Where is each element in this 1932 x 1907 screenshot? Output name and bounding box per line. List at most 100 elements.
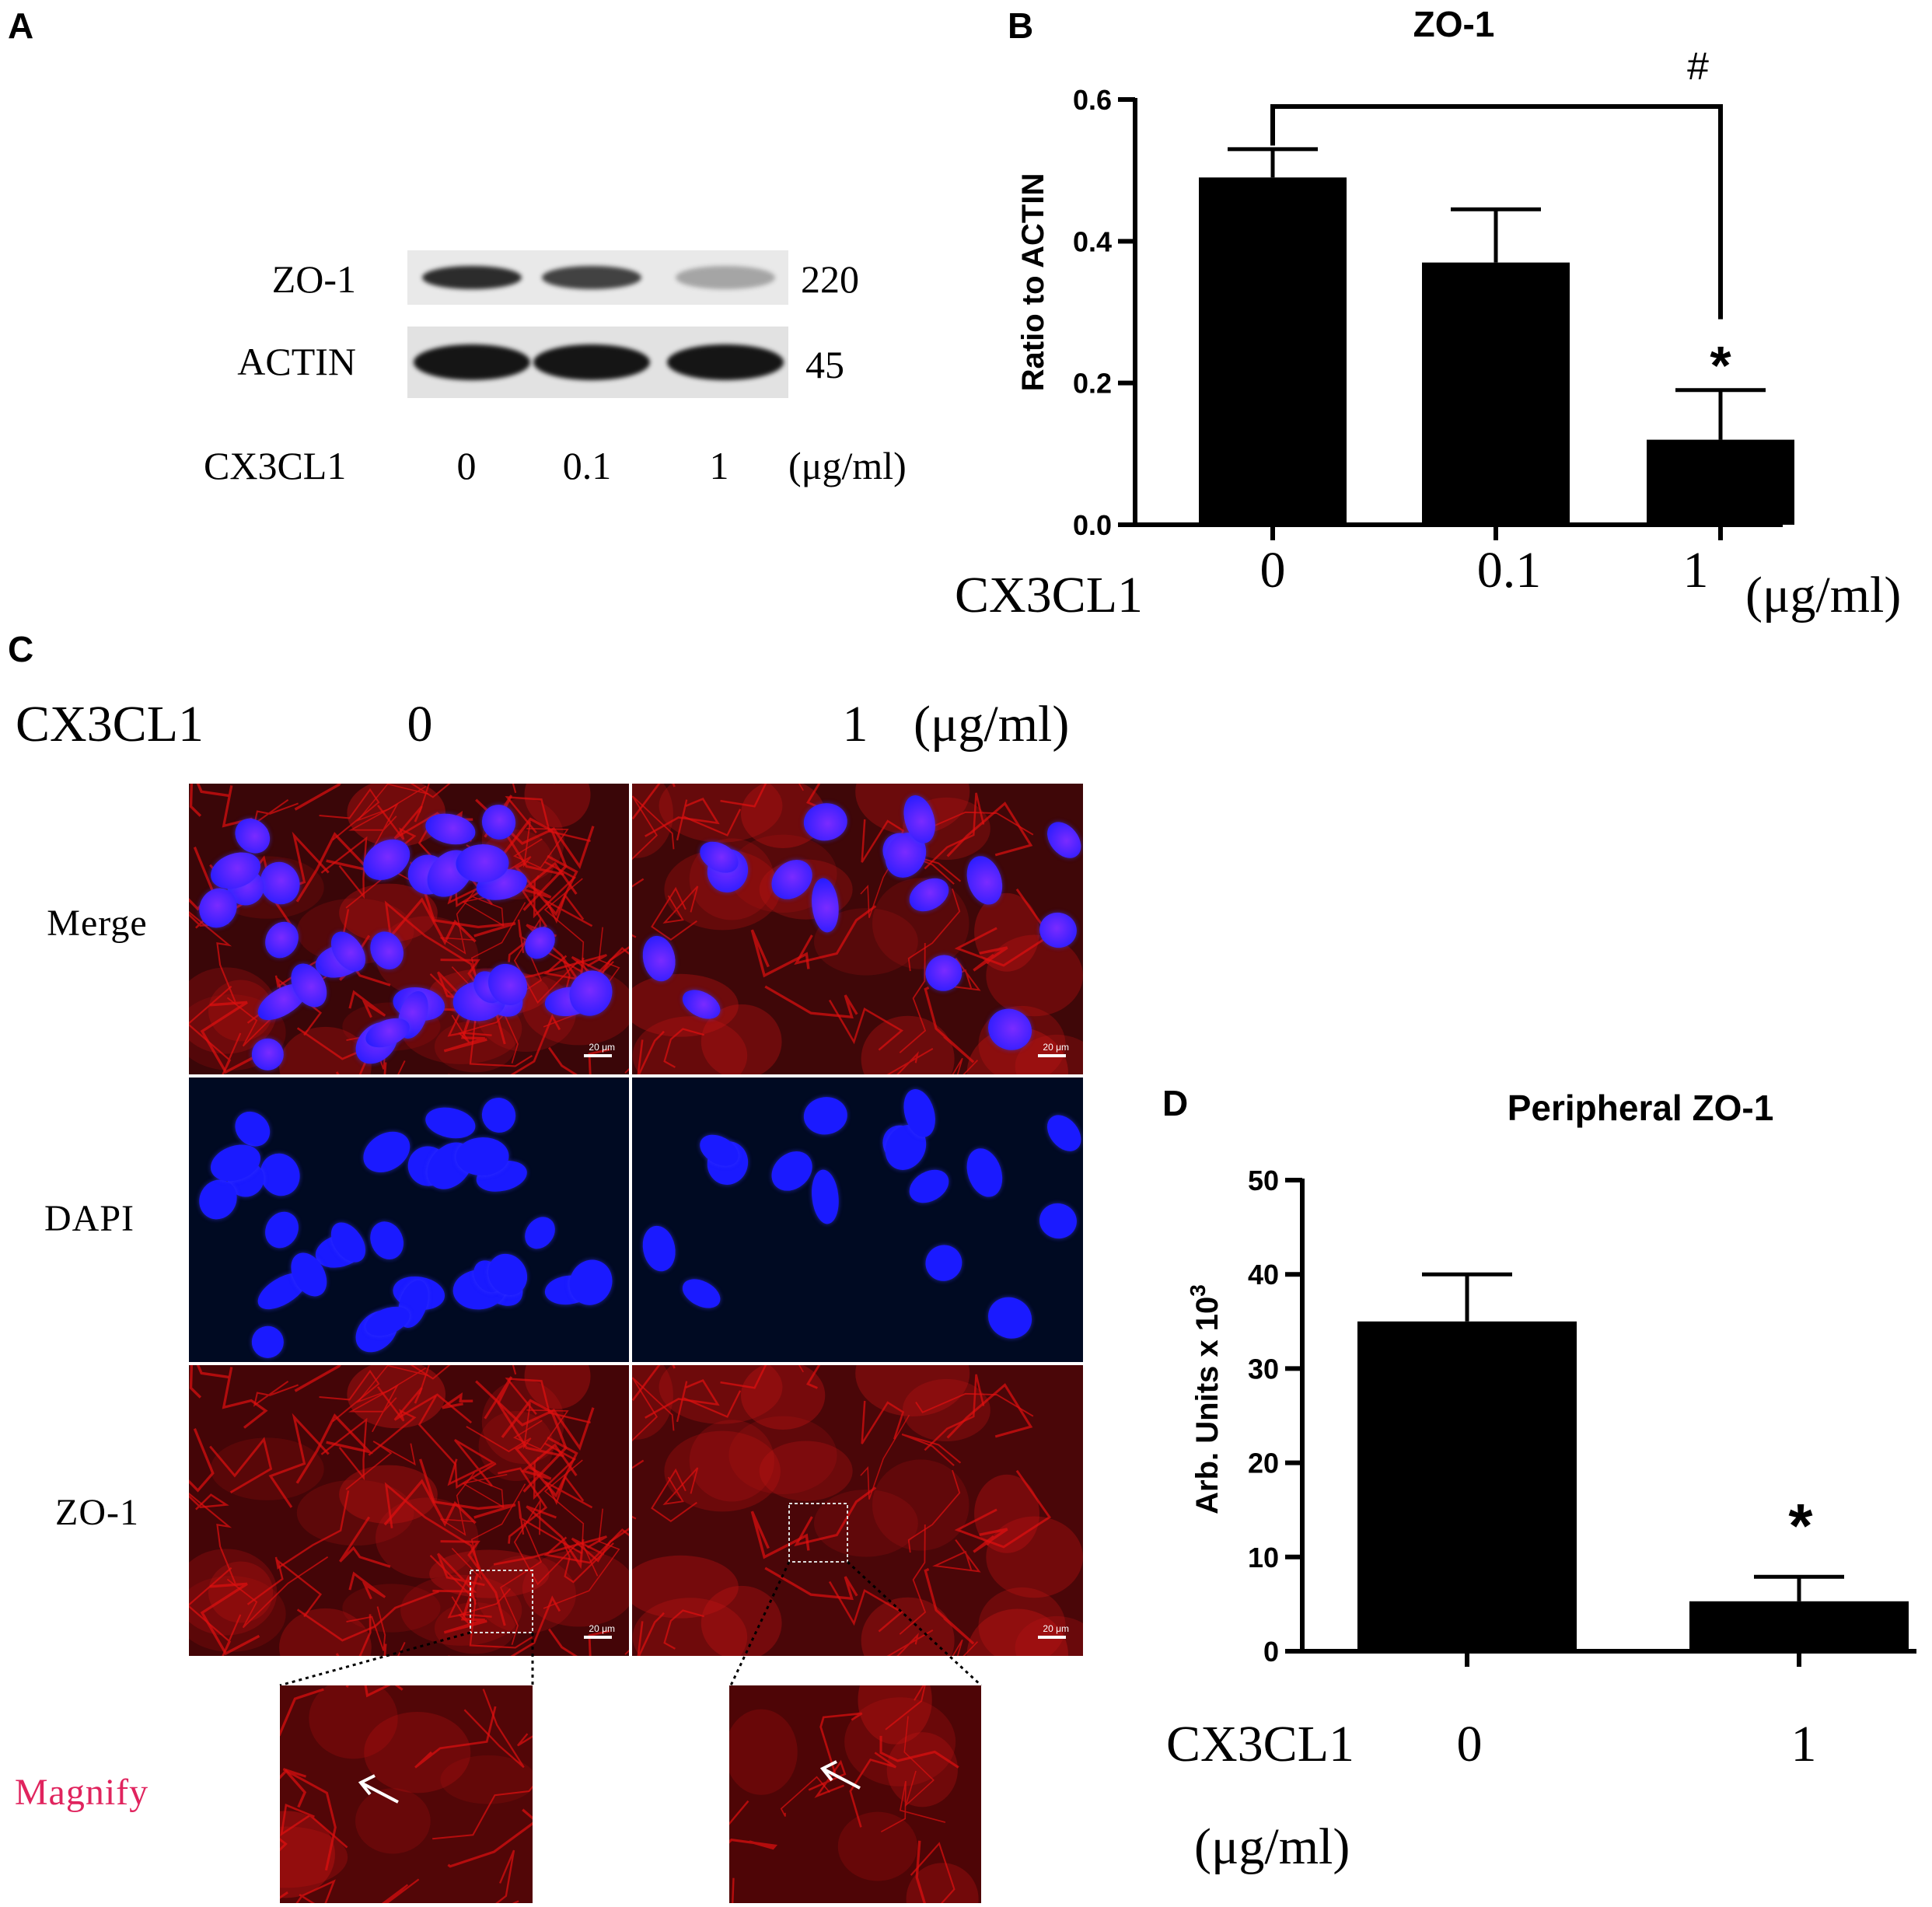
panel-a-dose-0: 0 [456, 444, 477, 487]
junction-strand [505, 1378, 591, 1424]
row-label-zo1: ZO-1 [55, 1492, 139, 1533]
chart-d: 0 10 20 30 40 50 Arb. Units x 103 * [1186, 1165, 1916, 1668]
junction-strand [651, 1468, 697, 1523]
cell-body [632, 1016, 748, 1074]
junction-strand [901, 1433, 962, 1466]
junction-strand [274, 1490, 350, 1570]
junction-strand [860, 1414, 910, 1500]
cell-body [740, 1365, 826, 1430]
blot-size-actin: 45 [805, 343, 844, 386]
chart-d-title: Peripheral ZO-1 [1507, 1088, 1774, 1128]
chart-d-star-mark: * [1788, 1491, 1813, 1560]
junction-strand [571, 1527, 629, 1563]
micrograph-dapi-cx3cl1 [632, 1077, 1083, 1362]
junction-strand [952, 1057, 979, 1074]
chart-d-bar [1689, 1601, 1909, 1651]
panel-a-letter: A [8, 5, 34, 46]
junction-strand [282, 1768, 337, 1871]
cell-nucleus [422, 1102, 479, 1143]
chart-b-x-axis-label: CX3CL1 [955, 567, 1144, 623]
cell-nucleus [961, 1143, 1009, 1202]
chart-d-x-axis-label: CX3CL1 [1166, 1716, 1355, 1773]
junction-strand [432, 1552, 485, 1593]
cell-body [740, 784, 826, 848]
junction-strand [632, 1365, 676, 1402]
junction-strand [410, 784, 451, 813]
junction-strand [246, 1558, 323, 1618]
junction-strand [849, 1752, 897, 1828]
cell-body [659, 1365, 783, 1424]
cell-body [280, 1811, 335, 1898]
arrow-icon [819, 1760, 861, 1790]
junction-strand [805, 784, 821, 808]
chart-d-y-label: Arb. Units x 103 [1186, 1284, 1225, 1514]
cell-nucleus [1036, 1199, 1080, 1242]
cell-body [729, 1709, 798, 1795]
junction-strand [280, 1688, 324, 1737]
chart-b-bar [1647, 439, 1794, 525]
cell-nucleus [802, 1094, 850, 1137]
junction-strand [946, 1383, 1033, 1439]
junction-strand [355, 784, 428, 822]
zo1-staining [632, 1365, 1083, 1656]
junction-strand [645, 1378, 720, 1419]
junction-strand [764, 1566, 858, 1601]
junction-strand [397, 1642, 406, 1656]
junction-strand [495, 1849, 519, 1903]
cell-body [296, 1479, 414, 1546]
junction-strand [253, 798, 299, 826]
junction-strand [547, 1628, 610, 1656]
junction-strand [501, 1399, 568, 1493]
junction-strand [368, 1386, 417, 1456]
junction-strand [880, 1780, 946, 1833]
cell-nucleus [638, 1223, 680, 1274]
junction-strand [764, 985, 858, 1019]
blot-band [676, 266, 775, 289]
cell-body [440, 1755, 533, 1804]
chart-b-x-unit: (μg/ml) [1745, 567, 1902, 623]
cell-nucleus [918, 1238, 969, 1287]
junction-strand [189, 1492, 236, 1584]
junction-strand [543, 1459, 599, 1577]
junction-strand [440, 959, 506, 1045]
chart-d-x-tick-1: 1 [1791, 1716, 1817, 1773]
cell-body [376, 916, 479, 997]
junction-strand [383, 1479, 477, 1527]
cell-body [632, 1598, 748, 1656]
cell-body [364, 1712, 471, 1793]
micrograph-merge-control: 20 μm [189, 784, 629, 1074]
junction-strand [268, 831, 330, 927]
cell-body [632, 1365, 673, 1440]
junction-strand [907, 1469, 961, 1553]
cell-body [524, 784, 591, 828]
cell-nucleus [250, 1323, 287, 1360]
row-label-dapi: DAPI [44, 1198, 135, 1239]
junction-strand [447, 1808, 533, 1868]
junction-strand [296, 1590, 439, 1642]
junction-strand [828, 999, 903, 1051]
junction-strand [358, 1614, 387, 1656]
junction-strand [819, 1712, 863, 1774]
junction-strand [954, 1469, 1052, 1549]
cell-body [728, 1416, 837, 1495]
junction-strand [543, 1508, 620, 1609]
chart-d-bar [1357, 1321, 1577, 1651]
chart-b-star-mark: * [1710, 335, 1731, 396]
junction-strand [973, 946, 1008, 972]
panel-b-letter: B [1008, 5, 1034, 46]
chart-b-y-tick-label: 0.2 [1073, 368, 1112, 400]
cell-nucleus [903, 1163, 956, 1210]
junction-strand [794, 905, 877, 966]
chart-b-x-tick-label: 1 [1683, 542, 1709, 591]
junction-strand [729, 1800, 749, 1903]
scale-bar [1038, 1054, 1066, 1057]
junction-strand [513, 1498, 579, 1586]
junction-strand [924, 986, 975, 1064]
junction-strand [720, 1365, 767, 1389]
junction-strand [632, 1459, 645, 1520]
blot-size-zo1: 220 [801, 257, 859, 301]
junction-strand [547, 1046, 610, 1074]
junction-strand [189, 1428, 215, 1493]
row-label-merge: Merge [47, 903, 148, 944]
junction-strand [189, 985, 242, 1074]
